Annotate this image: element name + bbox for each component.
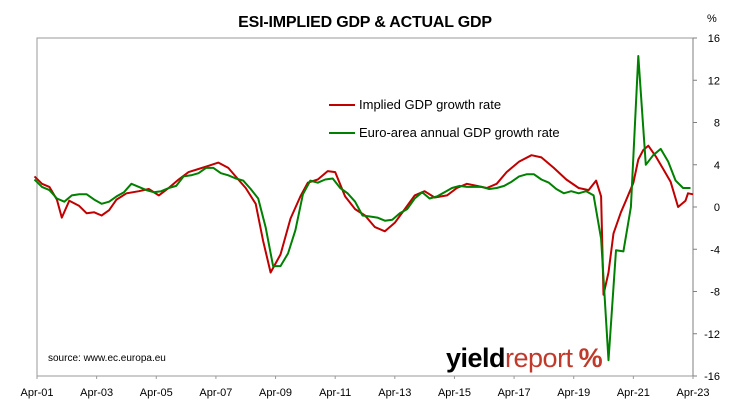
series-lines bbox=[33, 55, 694, 362]
x-tick-label: Apr-09 bbox=[259, 387, 292, 399]
x-tick-label: Apr-01 bbox=[20, 387, 53, 399]
y-tick-label: 0 bbox=[714, 202, 720, 214]
legend-label-euro-area-gdp: Euro-area annual GDP growth rate bbox=[359, 125, 560, 140]
y-tick-label: 16 bbox=[708, 33, 720, 45]
legend-label-implied-gdp: Implied GDP growth rate bbox=[359, 97, 502, 112]
x-tick-label: Apr-03 bbox=[80, 387, 113, 399]
legend-entry-implied-gdp: Implied GDP growth rate bbox=[329, 97, 501, 112]
x-tick-label: Apr-19 bbox=[557, 387, 590, 399]
x-tick-label: Apr-11 bbox=[319, 387, 351, 399]
x-axis-ticks: Apr-01 Apr-03 Apr-05 Apr-07 Apr-09 Apr-11 Apr-… bbox=[20, 376, 710, 399]
chart-title: ESI-IMPLIED GDP & ACTUAL GDP bbox=[238, 14, 492, 31]
y-axis-unit-label: % bbox=[707, 13, 717, 25]
x-tick-label: Apr-07 bbox=[199, 387, 232, 399]
y-tick-label: 12 bbox=[708, 75, 720, 87]
y-tick-label: -16 bbox=[704, 371, 720, 383]
legend-entry-euro-area-gdp: Euro-area annual GDP growth rate bbox=[329, 125, 560, 140]
x-tick-label: Apr-21 bbox=[617, 387, 650, 399]
source-note: source: www.ec.europa.eu bbox=[48, 353, 166, 364]
legend-swatch-euro-area-gdp bbox=[329, 131, 355, 134]
yieldreport-logo: yieldreport% bbox=[446, 343, 603, 373]
x-tick-label: Apr-05 bbox=[140, 387, 173, 399]
y-tick-label: 4 bbox=[714, 160, 720, 172]
x-tick-label: Apr-17 bbox=[498, 387, 531, 399]
x-tick-label: Apr-23 bbox=[676, 387, 709, 399]
y-tick-label: -12 bbox=[704, 329, 720, 341]
y-axis-ticks: 16 12 8 4 0 -4 -8 -12 -16 bbox=[693, 33, 720, 383]
x-tick-label: Apr-13 bbox=[378, 387, 411, 399]
euro-area-gdp-line bbox=[33, 55, 691, 362]
y-tick-label: 8 bbox=[714, 118, 720, 130]
y-tick-label: -8 bbox=[710, 287, 720, 299]
implied-gdp-line bbox=[33, 144, 694, 296]
y-tick-label: -4 bbox=[710, 244, 720, 256]
legend-swatch-implied-gdp bbox=[329, 103, 355, 106]
x-tick-label: Apr-15 bbox=[438, 387, 471, 399]
